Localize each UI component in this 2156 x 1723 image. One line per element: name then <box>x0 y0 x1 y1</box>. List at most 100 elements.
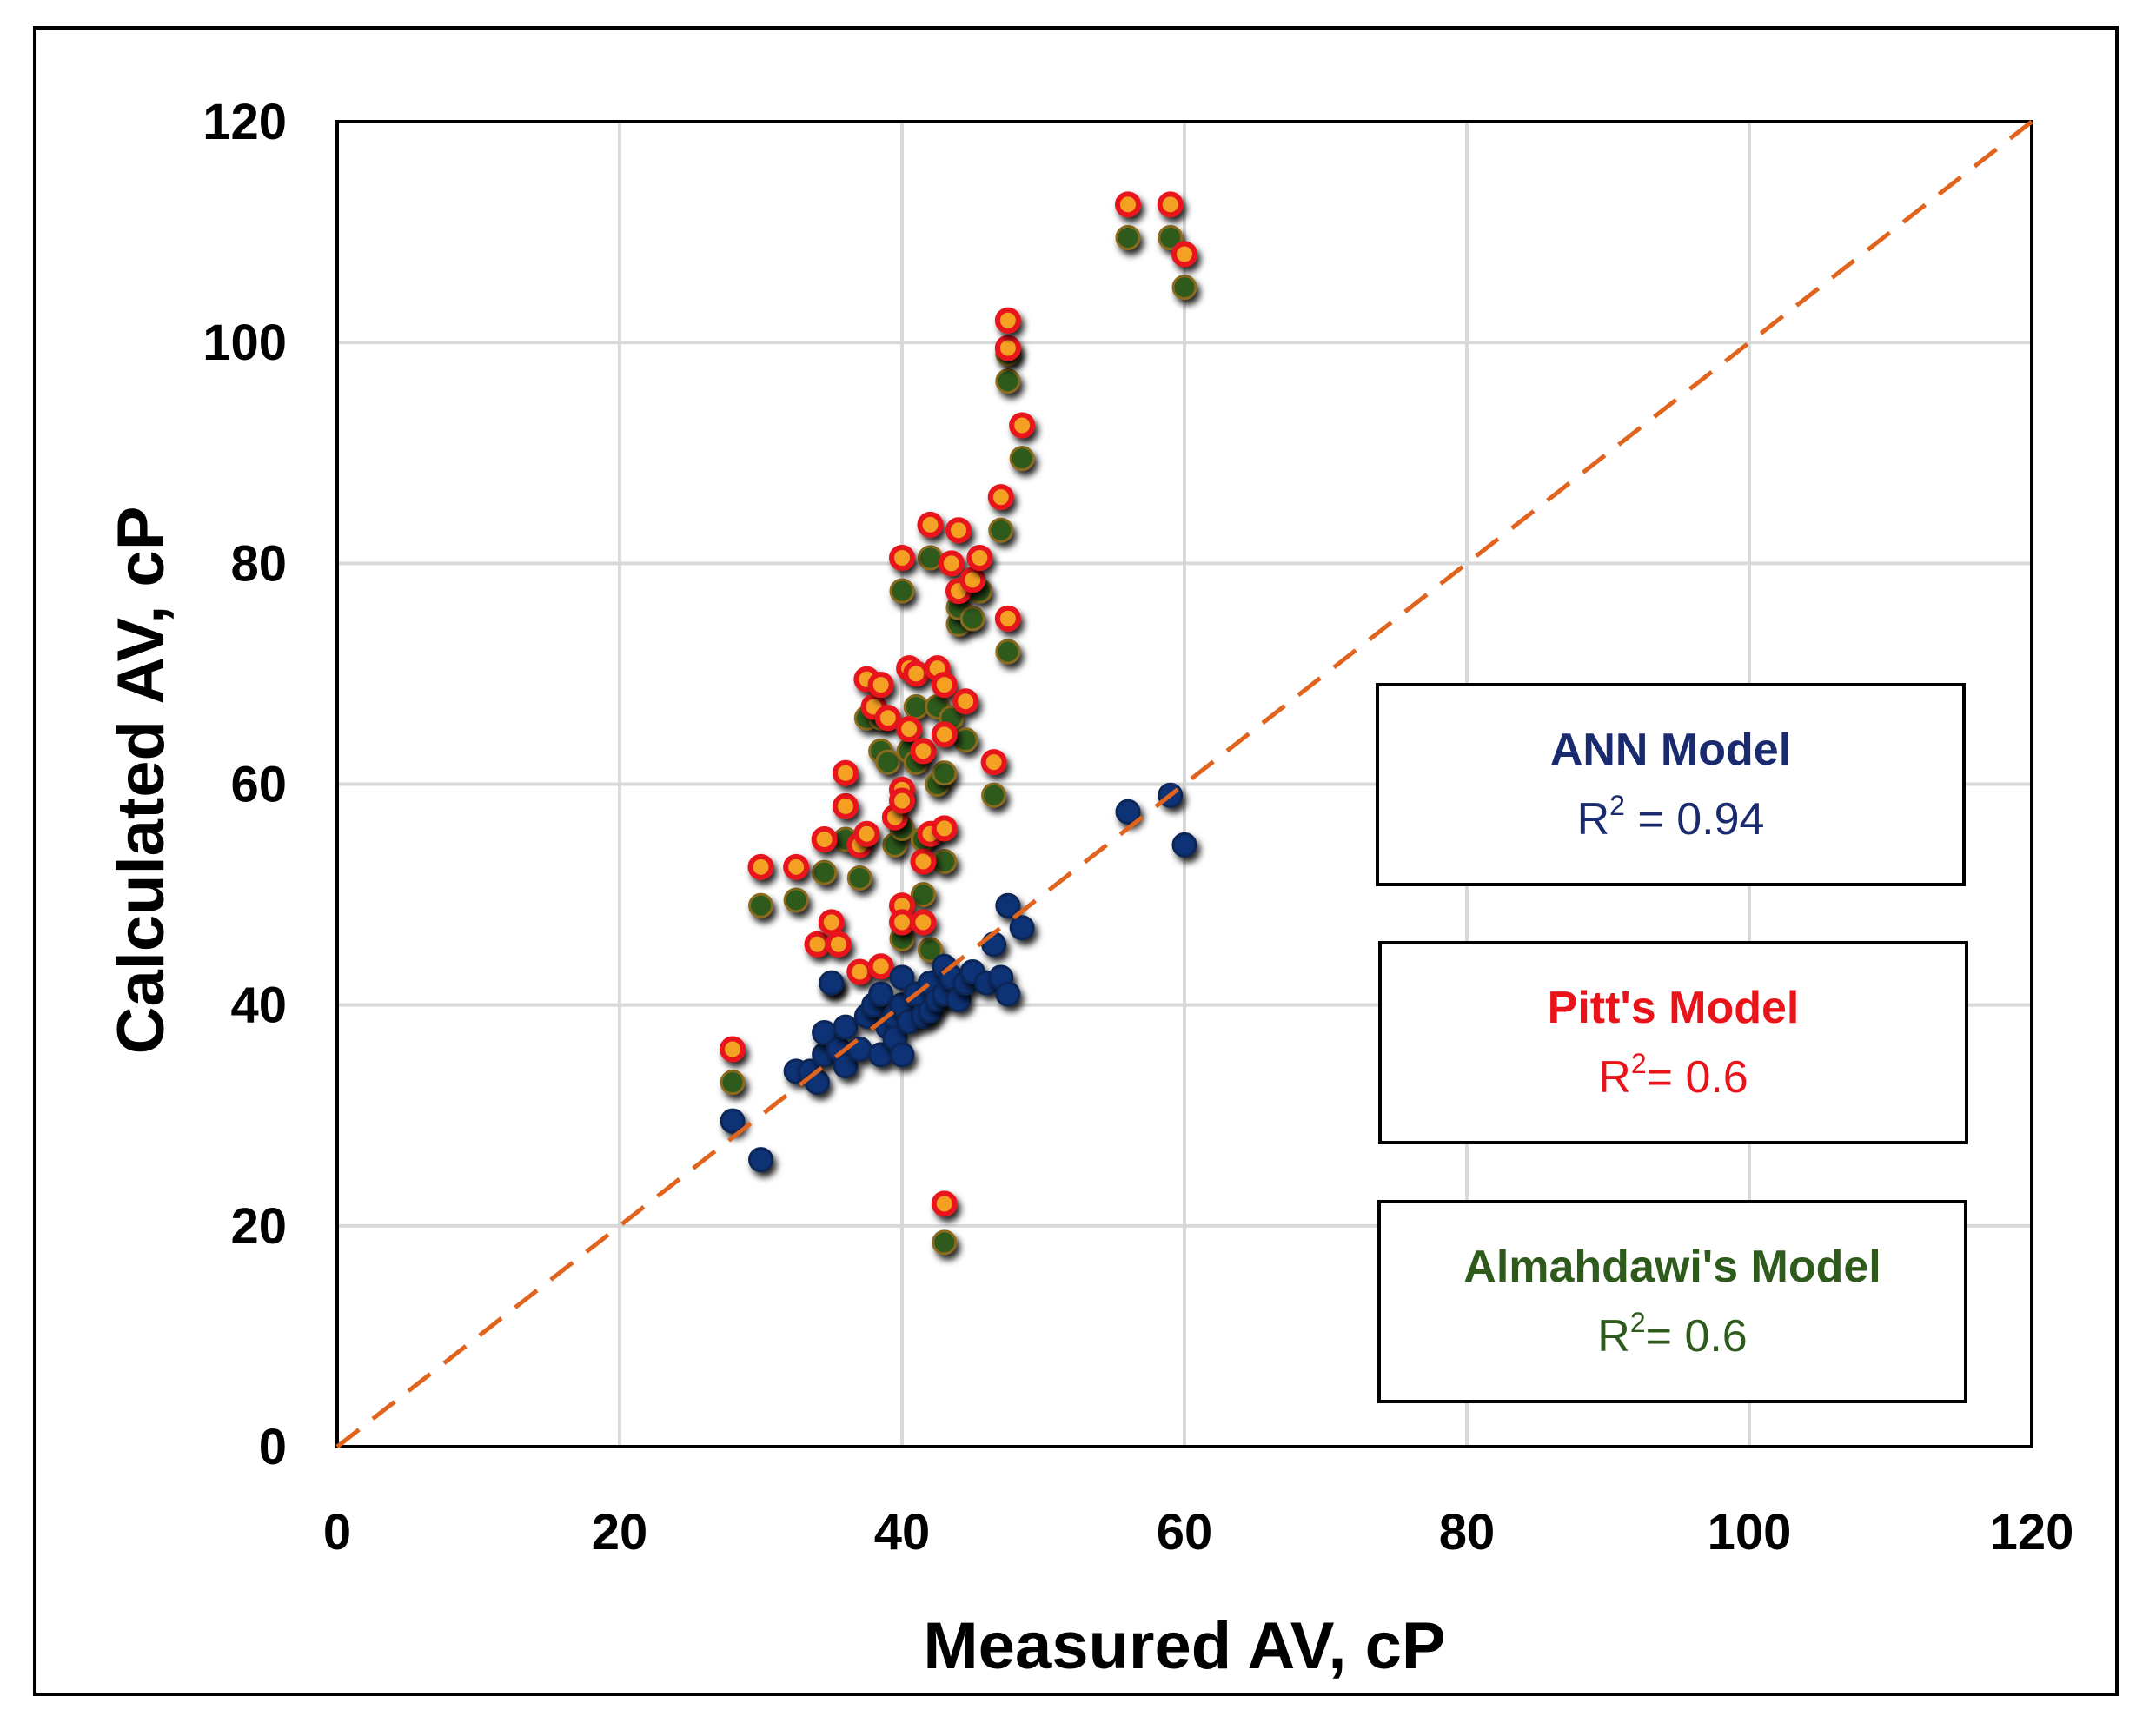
series-pitt-s-model <box>720 191 1197 1217</box>
point-pitt-s-model <box>903 660 930 687</box>
point-pitt-s-model <box>896 715 923 742</box>
point-ann-model <box>720 1108 746 1134</box>
point-pitt-s-model <box>931 721 958 748</box>
y-tick-labels: 0 20 40 60 80 100 120 <box>202 94 287 1475</box>
point-pitt-s-model <box>1171 241 1197 268</box>
point-almahdawi-s-model <box>846 865 872 891</box>
y-tick-label: 0 <box>259 1419 287 1475</box>
point-almahdawi-s-model <box>952 727 978 753</box>
y-tick-label: 80 <box>230 535 287 592</box>
legend-box-almahdawi-s-model: Almahdawi's Model R2= 0.6 <box>1377 1200 1967 1403</box>
point-pitt-s-model <box>1115 191 1141 218</box>
point-pitt-s-model <box>994 335 1021 361</box>
point-ann-model <box>995 981 1021 1007</box>
legend-box-title: Almahdawi's Model <box>1463 1242 1881 1292</box>
point-pitt-s-model <box>804 931 831 958</box>
point-pitt-s-model <box>825 931 852 958</box>
point-pitt-s-model <box>931 1190 958 1217</box>
x-tick-labels: 0 20 40 60 80 100 120 <box>323 1504 2074 1561</box>
legend-box-r2: R2= 0.6 <box>1598 1048 1748 1103</box>
point-pitt-s-model <box>931 815 958 842</box>
point-almahdawi-s-model <box>748 892 773 918</box>
point-pitt-s-model <box>910 738 937 765</box>
point-ann-model <box>805 1070 830 1096</box>
point-almahdawi-s-model <box>1115 224 1141 250</box>
point-pitt-s-model <box>889 787 915 814</box>
legend-box-title: ANN Model <box>1550 725 1791 775</box>
legend-box-r2: R2= 0.6 <box>1597 1307 1747 1362</box>
point-pitt-s-model <box>867 672 894 699</box>
point-ann-model <box>995 892 1021 918</box>
point-pitt-s-model <box>959 567 986 593</box>
y-tick-label: 100 <box>202 315 287 371</box>
point-pitt-s-model <box>889 909 915 936</box>
point-pitt-s-model <box>833 759 859 786</box>
y-axis-title: Calculated AV, cP <box>104 507 178 1055</box>
point-ann-model <box>889 964 915 991</box>
point-pitt-s-model <box>720 1036 746 1063</box>
y-tick-label: 120 <box>202 94 287 150</box>
point-almahdawi-s-model <box>932 848 958 874</box>
plot-area-border <box>335 120 2033 1448</box>
point-pitt-s-model <box>945 517 972 544</box>
point-pitt-s-model <box>833 792 859 819</box>
point-pitt-s-model <box>952 688 979 715</box>
point-ann-model <box>846 1037 872 1062</box>
point-ann-model <box>833 1053 859 1079</box>
point-pitt-s-model <box>889 544 915 571</box>
y-tick-label: 40 <box>230 977 287 1034</box>
point-almahdawi-s-model <box>812 859 838 885</box>
point-almahdawi-s-model <box>981 782 1007 808</box>
point-pitt-s-model <box>1009 412 1036 439</box>
point-pitt-s-model <box>994 605 1021 632</box>
point-ann-model <box>1171 832 1197 858</box>
x-tick-label: 80 <box>1439 1504 1496 1561</box>
legend-box-pitt-s-model: Pitt's Model R2= 0.6 <box>1378 941 1968 1144</box>
legend-box-border <box>1376 683 1966 886</box>
point-pitt-s-model <box>931 672 958 699</box>
point-ann-model <box>833 1014 859 1040</box>
y-tick-label: 20 <box>230 1198 287 1255</box>
point-pitt-s-model <box>910 848 937 875</box>
point-pitt-s-model <box>818 909 845 936</box>
point-pitt-s-model <box>917 511 944 538</box>
point-pitt-s-model <box>811 826 838 853</box>
point-pitt-s-model <box>910 909 937 936</box>
point-pitt-s-model <box>938 550 965 577</box>
point-pitt-s-model <box>1157 191 1184 218</box>
x-axis-title: Measured AV, cP <box>923 1609 1445 1683</box>
legend-box-border <box>1378 941 1968 1144</box>
point-ann-model <box>1009 915 1035 941</box>
y-tick-label: 60 <box>230 757 287 813</box>
point-almahdawi-s-model <box>995 368 1021 394</box>
point-almahdawi-s-model <box>995 639 1021 665</box>
point-pitt-s-model <box>994 307 1021 334</box>
data-series <box>720 191 1197 1256</box>
point-almahdawi-s-model <box>918 937 943 963</box>
point-almahdawi-s-model <box>932 760 958 786</box>
point-ann-model <box>819 970 845 996</box>
legend-box-ann-model: ANN Model R2 = 0.94 <box>1376 683 1966 886</box>
point-ann-model <box>889 1042 915 1068</box>
point-pitt-s-model <box>846 958 873 985</box>
legend-box-border <box>1377 1200 1967 1403</box>
point-pitt-s-model <box>867 953 894 980</box>
x-tick-label: 0 <box>323 1504 351 1561</box>
point-almahdawi-s-model <box>889 578 915 604</box>
point-pitt-s-model <box>747 853 774 880</box>
point-almahdawi-s-model <box>910 882 936 908</box>
point-almahdawi-s-model <box>932 1229 958 1256</box>
point-ann-model <box>981 931 1007 958</box>
point-ann-model <box>868 981 894 1007</box>
point-almahdawi-s-model <box>959 606 985 632</box>
point-pitt-s-model <box>874 705 901 732</box>
legend-box-title: Pitt's Model <box>1548 983 1800 1033</box>
point-pitt-s-model <box>987 484 1014 511</box>
point-almahdawi-s-model <box>1158 224 1184 250</box>
x-tick-label: 120 <box>1990 1504 2074 1561</box>
point-pitt-s-model <box>966 544 993 571</box>
point-almahdawi-s-model <box>1009 446 1035 472</box>
x-tick-label: 40 <box>874 1504 931 1561</box>
point-almahdawi-s-model <box>783 887 809 913</box>
